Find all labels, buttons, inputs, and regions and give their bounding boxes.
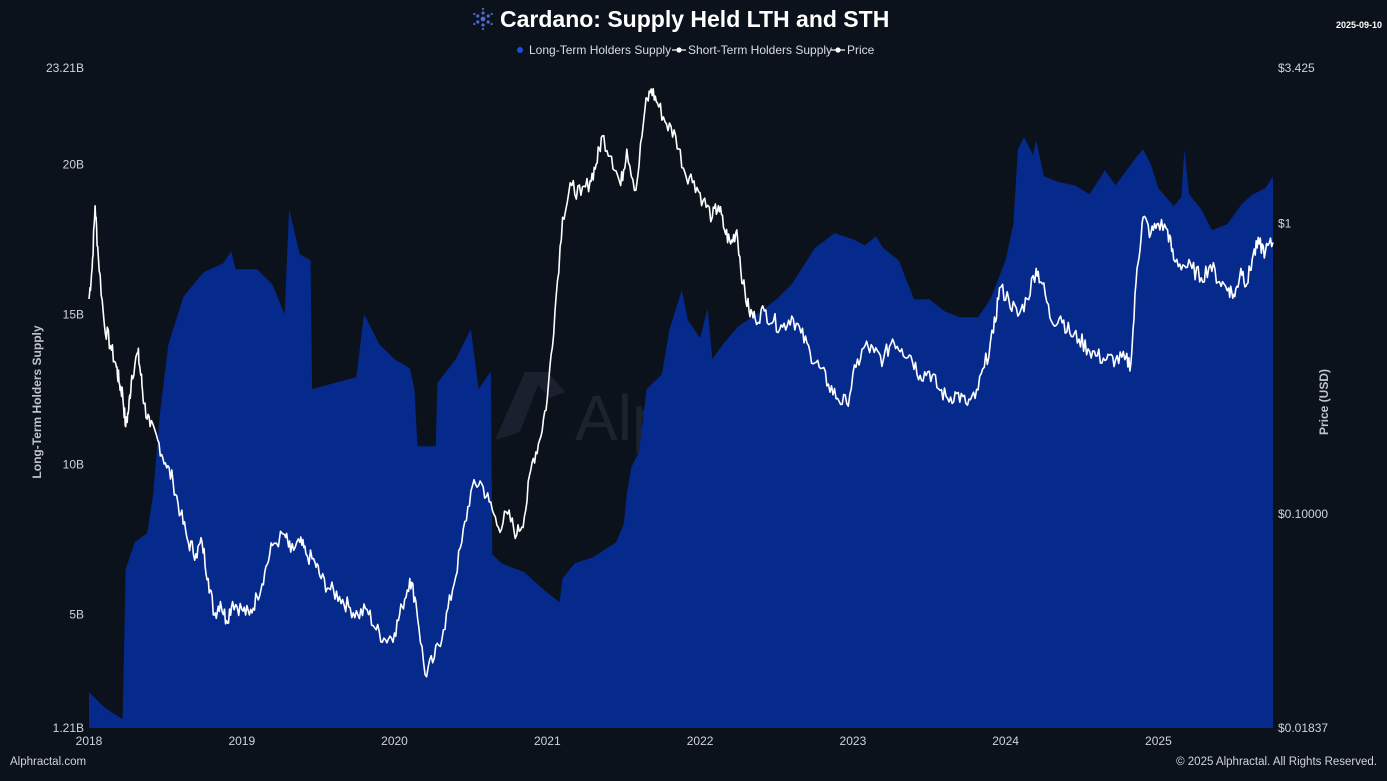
- x-tick-label: 2020: [381, 734, 408, 748]
- x-tick-label: 2025: [1145, 734, 1172, 748]
- legend-label-lth: Long-Term Holders Supply: [529, 43, 671, 57]
- y-left-tick-label: 23.21B: [46, 61, 84, 75]
- chart-title: Cardano: Supply Held LTH and STH: [500, 6, 889, 32]
- x-tick-label: 2024: [992, 734, 1019, 748]
- y-left-tick-label: 10B: [63, 457, 84, 471]
- legend-item-price[interactable]: Price: [831, 43, 875, 57]
- y-axis-right-label: Price (USD): [1317, 369, 1331, 435]
- legend-item-sth[interactable]: Short-Term Holders Supply: [672, 43, 832, 57]
- x-tick-label: 2022: [687, 734, 714, 748]
- y-axis-left-label: Long-Term Holders Supply: [30, 325, 44, 478]
- y-left-tick-label: 1.21B: [53, 721, 84, 735]
- legend-marker-sth: [676, 47, 682, 53]
- chart-title-group: Cardano: Supply Held LTH and STH: [473, 6, 889, 32]
- x-tick-label: 2019: [228, 734, 255, 748]
- x-tick-label: 2021: [534, 734, 561, 748]
- y-right-tick-label: $3.425: [1278, 61, 1315, 75]
- report-date: 2025-09-10: [1336, 20, 1382, 30]
- x-axis: 2018 2019 2020 2021 2022 2023 2024 2025: [76, 734, 1172, 748]
- legend-marker-lth: [517, 47, 523, 53]
- cardano-logo-icon: [473, 7, 493, 31]
- legend-label-price: Price: [847, 43, 875, 57]
- footer-site: Alphractal.com: [10, 756, 86, 768]
- x-tick-label: 2023: [840, 734, 867, 748]
- y-left-tick-label: 5B: [69, 607, 84, 621]
- y-left-tick-label: 15B: [63, 307, 84, 321]
- legend-marker-price: [835, 47, 841, 53]
- y-right-tick-label: $1: [1278, 216, 1292, 230]
- y-axis-right: $0.01837 $0.10000 $1 $3.425: [1278, 61, 1328, 735]
- y-axis-left: 1.21B 5B 10B 15B 20B 23.21B: [46, 61, 84, 735]
- legend-label-sth: Short-Term Holders Supply: [688, 43, 832, 57]
- price-line-layer: [88, 87, 1274, 678]
- legend-item-lth[interactable]: Long-Term Holders Supply: [517, 43, 671, 57]
- legend[interactable]: Long-Term Holders Supply Short-Term Hold…: [517, 43, 875, 57]
- y-left-tick-label: 20B: [63, 157, 84, 171]
- y-right-tick-label: $0.10000: [1278, 507, 1328, 521]
- x-tick-label: 2018: [76, 734, 103, 748]
- lth-area-layer: [89, 137, 1273, 729]
- footer-copyright: © 2025 Alphractal. All Rights Reserved.: [1176, 756, 1377, 768]
- y-right-tick-label: $0.01837: [1278, 721, 1328, 735]
- price-line: [88, 87, 1274, 678]
- lth-supply-area: [89, 137, 1273, 729]
